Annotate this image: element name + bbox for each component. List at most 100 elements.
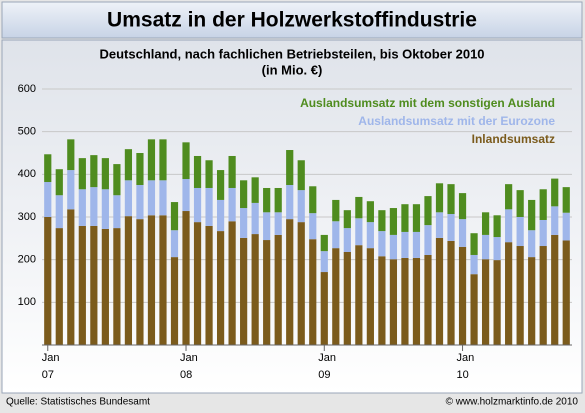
bar-segment bbox=[297, 190, 305, 223]
x-tick-label: Jan bbox=[180, 352, 198, 364]
bar-segment bbox=[366, 248, 374, 345]
bar-segment bbox=[90, 155, 98, 188]
bar-segment bbox=[113, 228, 121, 345]
bar-segment bbox=[297, 160, 305, 191]
bar-segment bbox=[286, 219, 294, 345]
bar-segment bbox=[170, 230, 179, 258]
bar-segment bbox=[332, 248, 340, 345]
bar-segment bbox=[412, 257, 421, 345]
bar-segment bbox=[493, 237, 501, 261]
bar-segment bbox=[101, 228, 109, 345]
bar-segment bbox=[274, 234, 282, 345]
bar-segment bbox=[182, 211, 190, 345]
bar-segment bbox=[424, 254, 432, 345]
bar-segment bbox=[297, 222, 305, 345]
copyright: © www.holzmarktinfo.de 2010 bbox=[446, 397, 579, 408]
bar-segment bbox=[205, 187, 213, 226]
bar-segment bbox=[528, 257, 536, 345]
bar-segment bbox=[424, 196, 432, 226]
bar-segment bbox=[263, 240, 271, 345]
bar-segment bbox=[505, 209, 513, 243]
bar-segment bbox=[101, 189, 109, 229]
y-tick-label: 200 bbox=[18, 254, 36, 266]
bar-segment bbox=[193, 222, 202, 345]
subtitle: Deutschland, nach fachlichen Betriebstei… bbox=[99, 46, 484, 61]
bar-segment bbox=[251, 202, 259, 235]
bar-segment bbox=[493, 215, 501, 238]
bar-segment bbox=[309, 239, 317, 345]
bar-segment bbox=[44, 154, 52, 183]
bar-segment bbox=[528, 230, 536, 258]
bar-segment bbox=[470, 233, 478, 255]
bar-segment bbox=[55, 195, 63, 229]
bar-segment bbox=[159, 215, 167, 345]
bar-segment bbox=[67, 139, 75, 171]
y-tick-label: 500 bbox=[18, 126, 36, 138]
bar-segment bbox=[136, 153, 144, 185]
bar-segment bbox=[447, 214, 455, 241]
bar-segment bbox=[240, 180, 248, 209]
bar-segment bbox=[539, 246, 547, 345]
bar-segment bbox=[124, 180, 133, 217]
bar-segment bbox=[562, 212, 570, 241]
bar-segment bbox=[355, 245, 363, 345]
bar-segment bbox=[401, 204, 409, 232]
source: Quelle: Statistisches Bundesamt bbox=[6, 397, 150, 408]
bar-segment bbox=[332, 199, 340, 222]
bar-segment bbox=[378, 210, 386, 232]
bar-segment bbox=[240, 237, 248, 345]
bar-segment bbox=[182, 142, 190, 180]
x-year-label: 10 bbox=[457, 369, 469, 381]
bar-segment bbox=[481, 259, 490, 345]
bar-segment bbox=[378, 256, 386, 345]
bar-segment bbox=[412, 231, 421, 258]
x-tick-label: Jan bbox=[457, 352, 475, 364]
bar-segment bbox=[435, 212, 444, 238]
bar-segment bbox=[424, 225, 432, 255]
y-tick-label: 400 bbox=[18, 168, 36, 180]
bar-segment bbox=[286, 150, 294, 185]
bar-segment bbox=[378, 231, 386, 257]
bar-segment bbox=[136, 185, 144, 220]
bar-segment bbox=[516, 246, 524, 345]
legend-entry: Inlandsumsatz bbox=[472, 132, 555, 146]
bar-segment bbox=[458, 219, 467, 247]
bar-segment bbox=[539, 219, 547, 247]
bar-segment bbox=[67, 209, 75, 345]
bar-segment bbox=[435, 183, 444, 213]
bar-segment bbox=[147, 180, 156, 216]
legend-entry: Auslandsumsatz mit der Eurozone bbox=[358, 114, 555, 128]
bar-segment bbox=[205, 225, 213, 345]
chart-title: Umsatz in der Holzwerkstoffindustrie bbox=[107, 9, 477, 32]
bar-segment bbox=[366, 222, 374, 249]
bar-segment bbox=[113, 164, 121, 196]
bar-segment bbox=[551, 178, 559, 207]
bar-segment bbox=[355, 196, 363, 219]
bar-segment bbox=[263, 187, 271, 213]
x-year-label: 07 bbox=[42, 369, 54, 381]
y-tick-label: 100 bbox=[18, 296, 36, 308]
bar-segment bbox=[124, 216, 133, 345]
bar-segment bbox=[78, 158, 86, 190]
bar-segment bbox=[562, 240, 570, 345]
bar-segment bbox=[159, 139, 167, 181]
bar-segment bbox=[170, 257, 179, 345]
bar-segment bbox=[274, 212, 282, 235]
bar-segment bbox=[44, 182, 52, 217]
bar-segment bbox=[320, 272, 328, 345]
bar-segment bbox=[516, 190, 524, 217]
bar-segment bbox=[286, 185, 294, 220]
bar-segment bbox=[251, 234, 259, 345]
bar-segment bbox=[240, 208, 248, 238]
bar-segment bbox=[113, 195, 121, 229]
bar-segment bbox=[343, 251, 351, 345]
x-year-label: 09 bbox=[318, 369, 330, 381]
bar-segment bbox=[228, 187, 236, 222]
bar-segment bbox=[44, 217, 52, 345]
bar-segment bbox=[101, 158, 109, 190]
bar-segment bbox=[516, 217, 524, 247]
bar-segment bbox=[481, 234, 490, 260]
bar-segment bbox=[251, 177, 259, 203]
bar-segment bbox=[274, 187, 282, 213]
